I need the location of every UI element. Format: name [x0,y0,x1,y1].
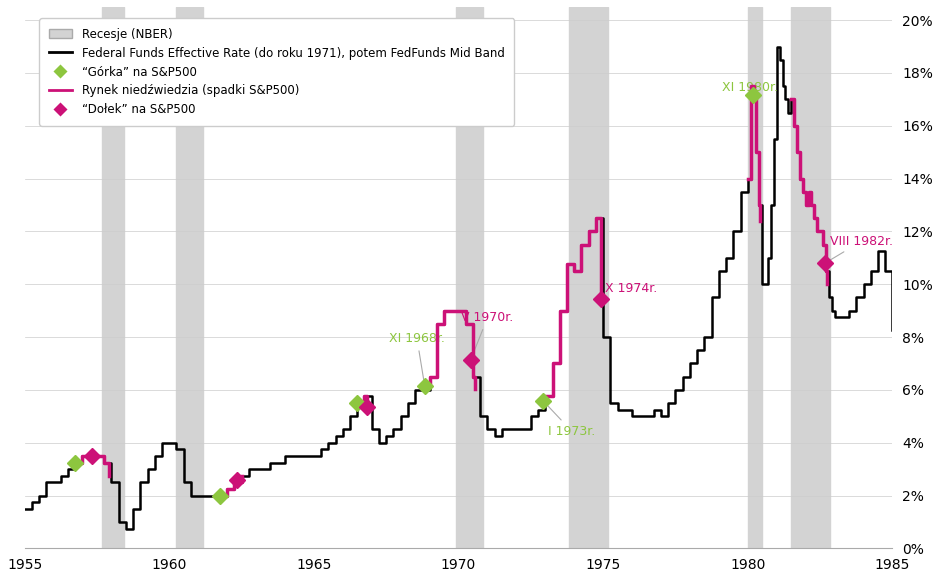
Text: V 1970r.: V 1970r. [462,312,513,357]
Text: X 1974r.: X 1974r. [601,282,657,299]
Bar [102,7,123,548]
Bar [177,7,203,548]
Bar [748,7,762,548]
Bar [456,7,482,548]
Text: XI 1968r.: XI 1968r. [389,332,445,383]
Bar [570,7,608,548]
Legend: Recesje (NBER), Federal Funds Effective Rate (do roku 1971), potem FedFunds Mid : Recesje (NBER), Federal Funds Effective … [39,19,514,126]
Bar [791,7,830,548]
Text: XI 1980r.: XI 1980r. [722,82,777,94]
Text: I 1973r.: I 1973r. [545,403,595,438]
Text: VIII 1982r.: VIII 1982r. [827,234,893,262]
